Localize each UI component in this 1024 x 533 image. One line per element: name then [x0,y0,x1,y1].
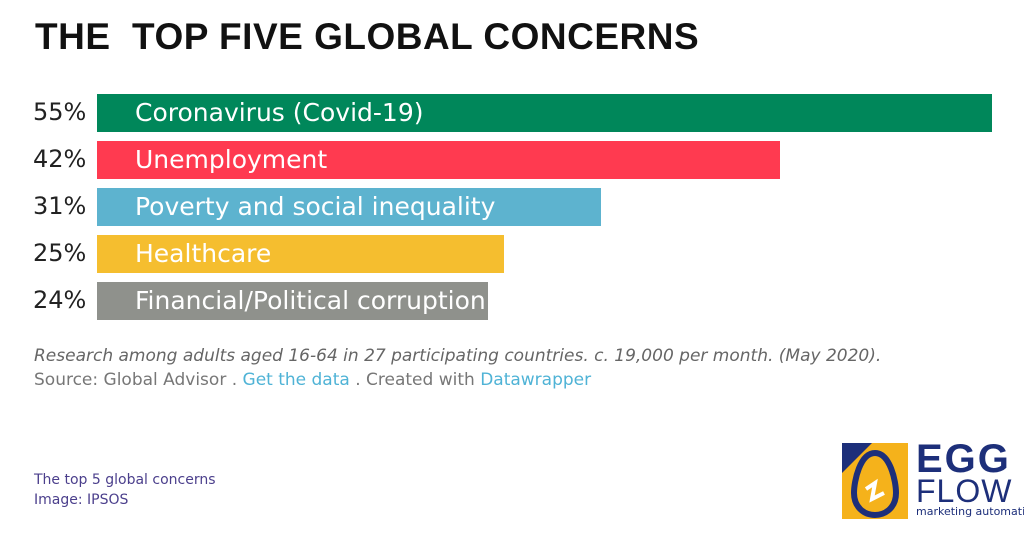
bar-value-label: 42% [33,145,87,173]
bar-value-label: 24% [33,286,87,314]
chart-title: THE TOP FIVE GLOBAL CONCERNS [35,16,700,57]
bar-row: 55% Coronavirus (Covid-19) [0,94,1024,132]
get-the-data-link[interactable]: Get the data [242,370,350,390]
bar-row: 42% Unemployment [0,141,1024,179]
logo-tagline: marketing automation [916,505,1024,518]
bar-chart: 55% Coronavirus (Covid-19) 42% Unemployment… [0,88,1024,328]
logo-word-flow: FLOW [916,473,1013,509]
caption-title: The top 5 global concerns [34,472,216,488]
bar-value-label: 31% [33,192,87,220]
bar-row: 25% Healthcare [0,235,1024,273]
bar [97,94,992,132]
datawrapper-link[interactable]: Datawrapper [480,370,592,390]
source-text: Source: Global Advisor . [34,370,243,390]
bar-category-label: Financial/Political corruption [135,286,486,315]
bar-category-label: Healthcare [135,239,272,268]
logo-word-egg: EGG [916,437,1011,481]
bar-row: 31% Poverty and social inequality [0,188,1024,226]
caption-credit: Image: IPSOS [34,492,129,508]
bar-category-label: Coronavirus (Covid-19) [135,98,424,127]
source-line: Source: Global Advisor . Get the data . … [34,370,591,390]
bar [97,235,504,273]
bar-category-label: Unemployment [135,145,328,174]
bar-value-label: 55% [33,98,87,126]
egg-logo-icon [842,443,908,519]
bar-row: 24% Financial/Political corruption [0,282,1024,320]
research-note: Research among adults aged 16-64 in 27 p… [34,346,882,366]
bar [97,282,488,320]
created-with-text: . Created with [349,370,481,390]
bar-value-label: 25% [33,239,87,267]
eggflow-logo: EGG FLOW marketing automation [842,437,1024,519]
bar-category-label: Poverty and social inequality [135,192,496,221]
bar [97,188,601,226]
image-caption: The top 5 global concerns Image: IPSOS [34,470,216,510]
bar [97,141,780,179]
